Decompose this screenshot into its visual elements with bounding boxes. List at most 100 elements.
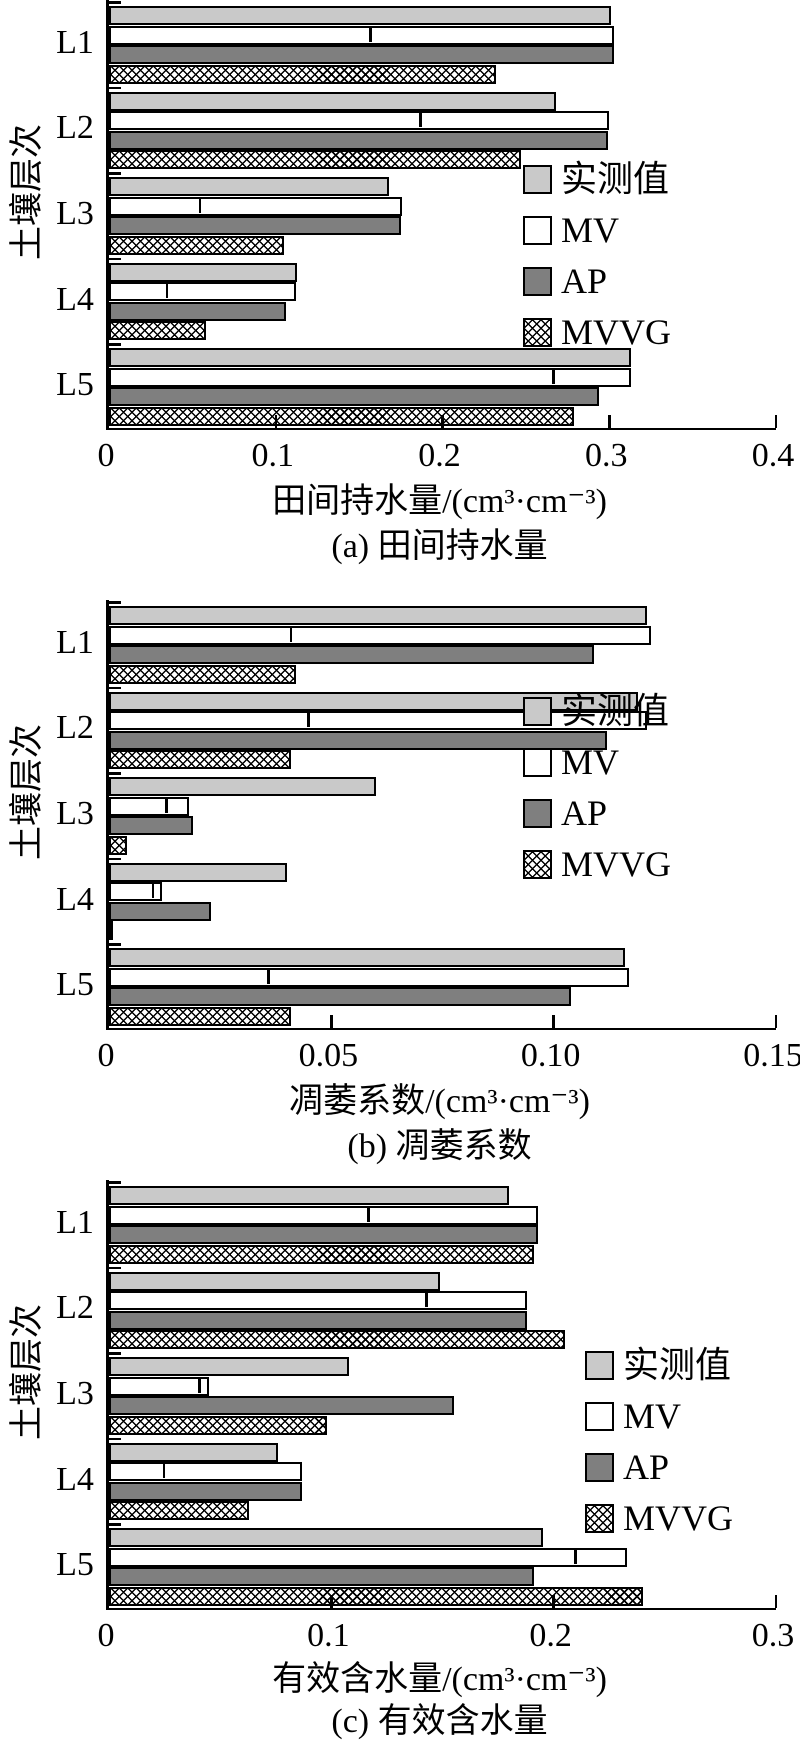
bar-a-L5-实测值	[109, 348, 631, 368]
y-axis-title: 土壤层次	[9, 724, 46, 860]
bar-a-L2-MV	[109, 111, 610, 131]
y-axis-tick	[109, 1, 121, 4]
error-tick	[425, 1293, 428, 1308]
chart-b-wilting-coefficient: 土壤层次 L1 L2 L3 L4 L5 实测值 MV AP MVVG 凋萎系数/(cm³·cm⁻…	[0, 600, 800, 1200]
y-axis-title: 土壤层次	[9, 124, 46, 260]
legend-swatch-mv-icon	[523, 215, 552, 245]
legend-swatch-measured-icon	[523, 164, 552, 194]
bar-b-L3-AP	[109, 816, 194, 836]
bar-c-L4-实测值	[109, 1442, 278, 1462]
category-label-L4: L4	[56, 880, 94, 918]
bar-b-L2-AP	[109, 730, 608, 750]
plot-area-a: L1 L2 L3 L4 L5 实测值 MV AP MVVG	[56, 0, 778, 430]
bar-a-L1-AP	[109, 45, 615, 64]
y-axis-tick	[109, 1523, 121, 1526]
legend-label: MV	[561, 210, 620, 250]
legend-item-AP: AP	[523, 794, 671, 832]
x-tick-label-0.3: 0.3	[585, 437, 628, 474]
x-axis-tick	[774, 1595, 778, 1608]
x-axis-title-c: 有效含水量/(cm³·cm⁻³)	[272, 1661, 607, 1698]
category-label-L1: L1	[56, 623, 94, 661]
x-tick-label-0.10: 0.10	[520, 1037, 581, 1074]
legend-item-AP: AP	[523, 262, 671, 300]
bar-c-L4-MV	[109, 1462, 303, 1482]
category-label-L2: L2	[56, 1289, 94, 1327]
legend-label: 实测值	[561, 691, 670, 731]
legend-swatch-mvvg-icon	[523, 849, 552, 879]
bar-a-L1-MVVG	[109, 64, 496, 84]
y-axis-tick	[109, 772, 121, 775]
x-tick-label-0.2: 0.2	[529, 1617, 572, 1654]
legend-swatch-ap-icon	[523, 266, 552, 296]
bar-b-L1-AP	[109, 645, 594, 664]
error-tick	[369, 27, 372, 42]
bar-c-L2-实测值	[109, 1271, 441, 1291]
bar-b-L1-MVVG	[109, 664, 296, 684]
x-tick-label-0: 0	[97, 437, 115, 474]
bar-a-L2-MVVG	[109, 150, 521, 170]
bar-c-L4-MVVG	[109, 1501, 250, 1521]
error-tick	[552, 369, 555, 384]
bar-b-L5-AP	[109, 987, 572, 1007]
legend-swatch-measured-icon	[585, 1350, 614, 1380]
bar-c-L1-实测值	[109, 1186, 510, 1205]
bar-c-L3-MV	[109, 1376, 210, 1396]
bar-b-L4-MV	[109, 882, 163, 902]
legend-label: AP	[623, 1447, 670, 1487]
legend-label: MVVG	[623, 1498, 734, 1538]
x-axis-title-b: 凋萎系数/(cm³·cm⁻³)	[289, 1083, 590, 1120]
legend-item-实测值: 实测值	[523, 160, 671, 198]
bar-a-L4-MV	[109, 282, 296, 302]
x-axis-tick	[330, 1015, 333, 1028]
error-tick	[165, 284, 169, 299]
bar-a-L3-MVVG	[109, 235, 285, 255]
x-tick-label-0.1: 0.1	[251, 437, 295, 474]
legend-item-实测值: 实测值	[585, 1346, 733, 1384]
bar-c-L2-MV	[109, 1291, 527, 1311]
legend-label: AP	[561, 261, 608, 301]
bar-b-L1-实测值	[109, 606, 648, 625]
y-axis-tick	[109, 86, 121, 90]
bar-b-L3-MVVG	[109, 835, 127, 855]
category-label-L4: L4	[56, 1460, 94, 1498]
plot-area-b: L1 L2 L3 L4 L5 实测值 MV AP MVVG	[56, 600, 778, 1030]
bar-a-L1-MV	[109, 25, 615, 45]
legend-item-MVVG: MVVG	[523, 845, 671, 883]
x-axis-tick	[774, 415, 778, 428]
legend: 实测值 MV AP MVVG	[585, 1346, 733, 1537]
legend-label: MV	[623, 1396, 682, 1436]
bar-b-L5-MV	[109, 967, 630, 987]
x-axis-tick	[552, 1015, 555, 1028]
bar-b-L2-MV	[109, 711, 648, 731]
bar-a-L5-AP	[109, 387, 600, 407]
error-tick	[574, 1549, 577, 1564]
bar-a-L1-实测值	[109, 6, 611, 25]
category-label-L3: L3	[56, 795, 94, 832]
chart-subtitle-b: (b) 凋萎系数	[347, 1128, 532, 1165]
legend-label: MVVG	[561, 844, 672, 884]
legend-item-AP: AP	[585, 1448, 733, 1486]
y-axis-tick	[109, 1352, 121, 1355]
bar-c-L5-MVVG	[109, 1586, 643, 1606]
y-axis-tick	[109, 601, 121, 604]
category-label-L2: L2	[56, 709, 94, 747]
legend-item-MV: MV	[585, 1397, 733, 1435]
x-axis-tick	[608, 415, 611, 428]
category-label-L3: L3	[56, 195, 94, 232]
legend-swatch-mv-icon	[585, 1401, 614, 1431]
legend-label: AP	[561, 793, 608, 833]
bar-c-L2-MVVG	[109, 1330, 565, 1350]
error-tick	[307, 713, 310, 728]
category-label-L3: L3	[56, 1375, 94, 1412]
bar-b-L2-MVVG	[109, 750, 292, 770]
x-tick-label-0.05: 0.05	[298, 1037, 359, 1074]
bar-a-L4-实测值	[109, 262, 298, 282]
bar-c-L5-MV	[109, 1547, 628, 1567]
x-axis-title-a: 田间持水量/(cm³·cm⁻³)	[272, 483, 607, 520]
legend-label: MV	[561, 742, 620, 782]
bar-b-L4-MVVG	[109, 921, 114, 941]
x-tick-label-0: 0	[97, 1037, 115, 1074]
error-tick	[289, 627, 293, 642]
legend-label: 实测值	[561, 159, 670, 199]
